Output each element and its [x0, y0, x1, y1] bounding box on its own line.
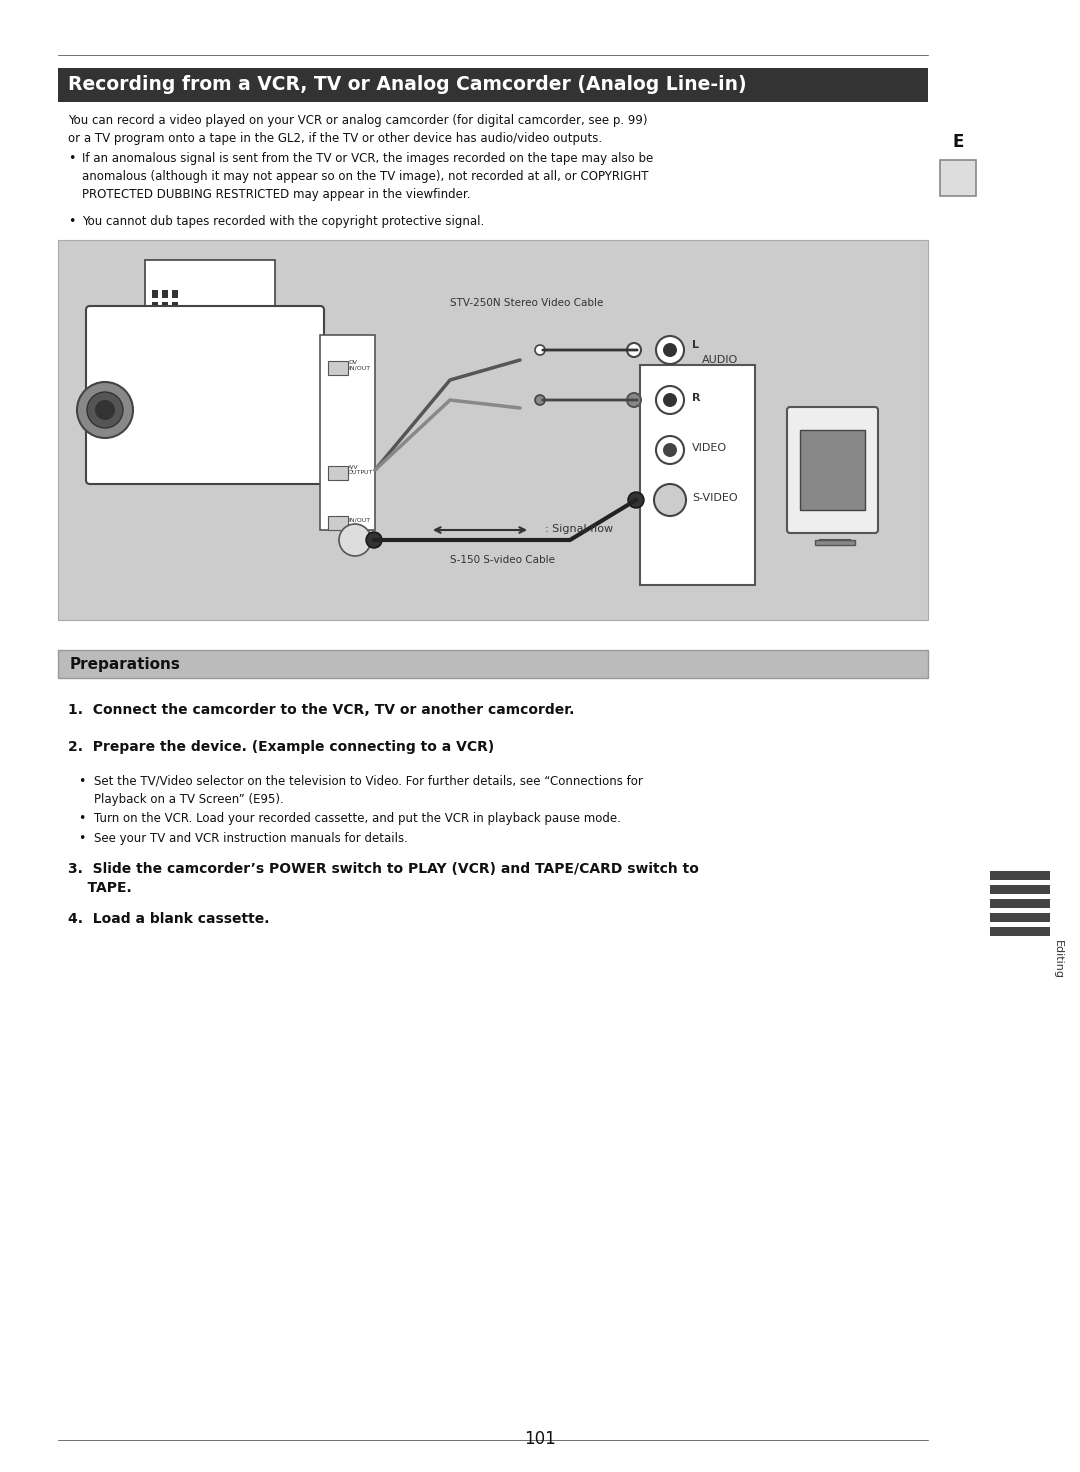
Text: •: •	[78, 813, 85, 824]
Bar	[152, 327, 202, 330]
Bar	[152, 319, 177, 322]
FancyBboxPatch shape	[86, 306, 324, 484]
Bar	[815, 540, 855, 545]
Bar	[990, 927, 1050, 936]
Bar	[152, 325, 158, 334]
Circle shape	[656, 436, 684, 464]
Bar	[162, 314, 168, 322]
Text: S-VIDEO: S-VIDEO	[692, 493, 738, 503]
Circle shape	[663, 343, 677, 358]
Text: You can record a video played on your VCR or analog camcorder (for digital camco: You can record a video played on your VC…	[68, 113, 648, 146]
Bar	[990, 899, 1050, 908]
Bar	[152, 290, 158, 297]
Text: L: L	[692, 340, 699, 350]
Bar	[990, 885, 1050, 894]
Text: 3.  Slide the camcorder’s POWER switch to PLAY (VCR) and TAPE/CARD switch to
   : 3. Slide the camcorder’s POWER switch to…	[68, 863, 699, 895]
Text: AUDIO: AUDIO	[702, 355, 739, 365]
Bar	[162, 302, 168, 311]
Bar	[328, 517, 348, 530]
Circle shape	[656, 336, 684, 364]
Bar	[172, 302, 178, 311]
Text: S-150 S-video Cable: S-150 S-video Cable	[450, 555, 555, 565]
Text: STV-250N Stereo Video Cable: STV-250N Stereo Video Cable	[450, 297, 604, 308]
Bar	[172, 314, 178, 322]
Text: See your TV and VCR instruction manuals for details.: See your TV and VCR instruction manuals …	[94, 832, 408, 845]
Bar	[328, 361, 348, 375]
FancyBboxPatch shape	[800, 430, 865, 509]
Circle shape	[535, 344, 545, 355]
Bar	[172, 290, 178, 297]
Bar	[990, 913, 1050, 921]
Text: 2.  Prepare the device. (Example connecting to a VCR): 2. Prepare the device. (Example connecti…	[68, 740, 495, 754]
Circle shape	[627, 492, 644, 508]
FancyBboxPatch shape	[940, 160, 976, 196]
Circle shape	[366, 531, 382, 548]
Circle shape	[95, 400, 114, 420]
Circle shape	[339, 524, 372, 556]
Bar	[328, 467, 348, 480]
FancyBboxPatch shape	[58, 68, 928, 102]
Circle shape	[535, 394, 545, 405]
Text: •: •	[78, 832, 85, 845]
Circle shape	[663, 393, 677, 406]
FancyBboxPatch shape	[787, 406, 878, 533]
Text: If an anomalous signal is sent from the TV or VCR, the images recorded on the ta: If an anomalous signal is sent from the …	[82, 152, 653, 202]
Bar	[152, 306, 183, 311]
Circle shape	[627, 343, 642, 358]
Text: •: •	[68, 152, 76, 165]
Circle shape	[77, 383, 133, 439]
Text: Set the TV/Video selector on the television to Video. For further details, see “: Set the TV/Video selector on the televis…	[94, 774, 643, 807]
Bar	[162, 325, 168, 334]
Text: : Signal flow: : Signal flow	[545, 524, 613, 534]
Text: Turn on the VCR. Load your recorded cassette, and put the VCR in playback pause : Turn on the VCR. Load your recorded cass…	[94, 813, 621, 824]
Circle shape	[663, 443, 677, 456]
Text: Preparations: Preparations	[70, 657, 180, 671]
Bar	[990, 871, 1050, 880]
Text: E: E	[953, 132, 963, 152]
Circle shape	[656, 386, 684, 414]
Circle shape	[627, 393, 642, 406]
Text: Recording from a VCR, TV or Analog Camcorder (Analog Line-in): Recording from a VCR, TV or Analog Camco…	[68, 75, 746, 94]
FancyBboxPatch shape	[58, 651, 928, 679]
Text: A/V
OUTPUT: A/V OUTPUT	[348, 465, 374, 475]
Text: 4.  Load a blank cassette.: 4. Load a blank cassette.	[68, 913, 270, 926]
Text: You cannot dub tapes recorded with the copyright protective signal.: You cannot dub tapes recorded with the c…	[82, 215, 484, 228]
Bar	[152, 314, 158, 322]
Bar	[152, 302, 158, 311]
FancyBboxPatch shape	[58, 240, 928, 620]
Text: •: •	[78, 774, 85, 788]
Text: IN/OUT: IN/OUT	[348, 518, 370, 523]
Text: 101: 101	[524, 1429, 556, 1448]
Circle shape	[87, 392, 123, 428]
FancyBboxPatch shape	[640, 365, 755, 584]
Text: VIDEO: VIDEO	[692, 443, 727, 453]
Text: 1.  Connect the camcorder to the VCR, TV or another camcorder.: 1. Connect the camcorder to the VCR, TV …	[68, 704, 575, 717]
Text: Editing: Editing	[1053, 941, 1063, 979]
Text: R: R	[692, 393, 701, 403]
Circle shape	[654, 484, 686, 517]
Text: •: •	[68, 215, 76, 228]
Bar	[172, 325, 178, 334]
FancyBboxPatch shape	[320, 336, 375, 530]
Bar	[162, 290, 168, 297]
Text: DV
IN/OUT: DV IN/OUT	[348, 359, 370, 371]
FancyBboxPatch shape	[145, 261, 275, 330]
